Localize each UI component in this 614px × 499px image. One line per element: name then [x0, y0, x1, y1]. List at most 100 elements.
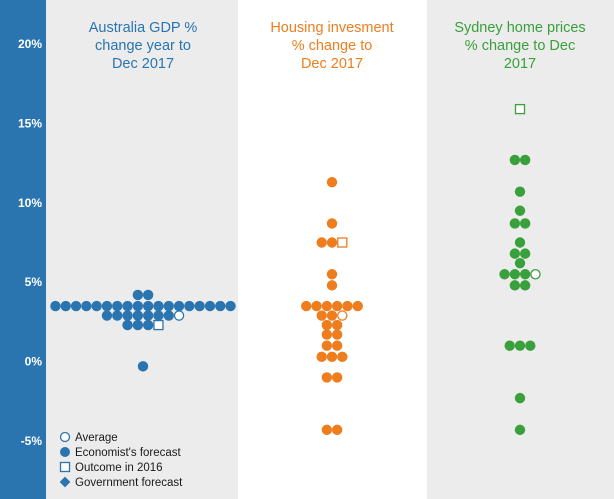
forecast-dot — [316, 351, 327, 363]
forecast-dot — [153, 310, 164, 321]
data-marks — [50, 103, 541, 436]
forecast-dot — [514, 205, 526, 216]
forecast-dot — [142, 319, 154, 331]
forecast-dot — [321, 424, 333, 436]
panel-title-housing-line: Housing invesment — [270, 20, 393, 36]
legend-marker-average — [59, 431, 71, 443]
forecast-dot — [81, 300, 92, 312]
y-tick-label: 10% — [18, 196, 42, 210]
forecast-dot — [132, 289, 144, 301]
panel-titles: Australia GDP % change year to Dec 2017 Hou… — [89, 20, 586, 72]
forecast-dot — [112, 300, 123, 312]
forecast-dot — [352, 300, 363, 312]
average-marker — [337, 310, 348, 321]
forecast-dot — [60, 300, 71, 312]
legend-label: Government forecast — [75, 477, 183, 489]
forecast-dot — [331, 340, 343, 351]
outcome-2016-marker — [153, 319, 164, 331]
panel-title-gdp-line: Dec 2017 — [112, 56, 174, 72]
outcome-2016-marker — [514, 103, 526, 115]
forecast-dot — [101, 310, 113, 321]
forecast-dot — [514, 237, 526, 248]
forecast-dot — [122, 319, 133, 331]
legend: Average Economist's forecast Outcome in 20… — [59, 431, 183, 489]
outcome-2016-marker — [337, 237, 348, 248]
legend-label: Average — [75, 432, 118, 444]
y-axis-ticks: 20% 15% 10% 5% 0% -5% — [18, 37, 42, 448]
forecast-dot — [504, 340, 515, 351]
forecast-dot — [137, 361, 149, 372]
forecast-dot — [321, 319, 333, 331]
panel-title-sydney-line: Sydney home prices — [454, 20, 585, 36]
y-tick-label: -5% — [21, 434, 43, 448]
forecast-dot — [514, 392, 526, 404]
y-tick-label: 0% — [25, 355, 43, 369]
panel-background-housing — [238, 0, 427, 499]
forecast-dot — [321, 372, 333, 383]
forecast-dot — [70, 300, 82, 312]
panel-title-gdp-line: Australia GDP % — [89, 20, 198, 36]
forecast-dot — [132, 300, 144, 312]
y-tick-label: 20% — [18, 37, 42, 51]
forecast-dot — [142, 289, 154, 301]
forecast-dot — [342, 300, 353, 312]
forecast-dot — [204, 300, 216, 312]
legend-marker-outcome — [59, 461, 71, 473]
forecast-dot — [153, 300, 164, 312]
forecast-dot — [101, 300, 113, 312]
forecast-dot — [142, 300, 154, 312]
forecast-dot — [122, 300, 133, 312]
panel-backgrounds — [46, 0, 614, 499]
forecast-dot — [132, 310, 144, 321]
panel-title-housing-line: % change to — [292, 38, 373, 54]
forecast-dot — [509, 218, 521, 229]
panel-background-sydney — [427, 0, 614, 499]
legend-marker-forecast — [60, 447, 70, 457]
forecast-dot — [509, 154, 521, 166]
forecast-dot — [316, 237, 327, 248]
y-tick-label: 5% — [25, 275, 43, 289]
panel-background-gdp — [46, 0, 238, 499]
forecast-dot — [519, 269, 531, 280]
forecast-dot — [519, 248, 531, 259]
forecast-dot — [331, 319, 343, 331]
forecast-dot — [194, 300, 205, 312]
forecast-dot — [184, 300, 195, 312]
forecast-dot — [326, 176, 338, 188]
forecast-dot — [321, 329, 333, 340]
average-marker — [173, 310, 185, 321]
y-tick-label: 15% — [18, 116, 42, 130]
forecast-dot — [331, 424, 343, 436]
forecast-dot — [337, 351, 348, 363]
forecast-dot — [509, 280, 521, 291]
panel-title-housing-line: Dec 2017 — [301, 56, 363, 72]
panel-title-sydney-line: 2017 — [504, 56, 536, 72]
forecast-dot — [331, 372, 343, 383]
forecast-dot — [331, 300, 343, 312]
forecast-dot — [163, 310, 174, 321]
forecast-dot — [50, 300, 61, 312]
forecast-dot — [321, 300, 333, 312]
legend-label: Outcome in 2016 — [75, 462, 163, 474]
forecast-dot — [112, 310, 123, 321]
forecast-dot — [509, 269, 521, 280]
forecast-dot — [519, 154, 531, 166]
forecast-dot — [173, 300, 185, 312]
forecast-dot — [132, 319, 144, 331]
forecast-dot — [326, 351, 338, 363]
forecast-dot — [142, 310, 154, 321]
forecast-dot — [301, 300, 312, 312]
forecast-dot — [525, 340, 536, 351]
average-marker — [530, 269, 541, 280]
panel-title-sydney-line: % change to Dec — [465, 38, 575, 54]
forecast-dot — [215, 300, 226, 312]
forecast-dot — [326, 269, 338, 280]
forecast-dot — [122, 310, 133, 321]
forecast-dot — [499, 269, 510, 280]
forecast-dot — [321, 340, 333, 351]
forecast-dot — [311, 300, 322, 312]
forecast-dot — [514, 424, 526, 436]
forecast-dot — [509, 248, 521, 259]
panel-title-gdp-line: change year to — [95, 38, 191, 54]
forecast-dot — [91, 300, 102, 312]
